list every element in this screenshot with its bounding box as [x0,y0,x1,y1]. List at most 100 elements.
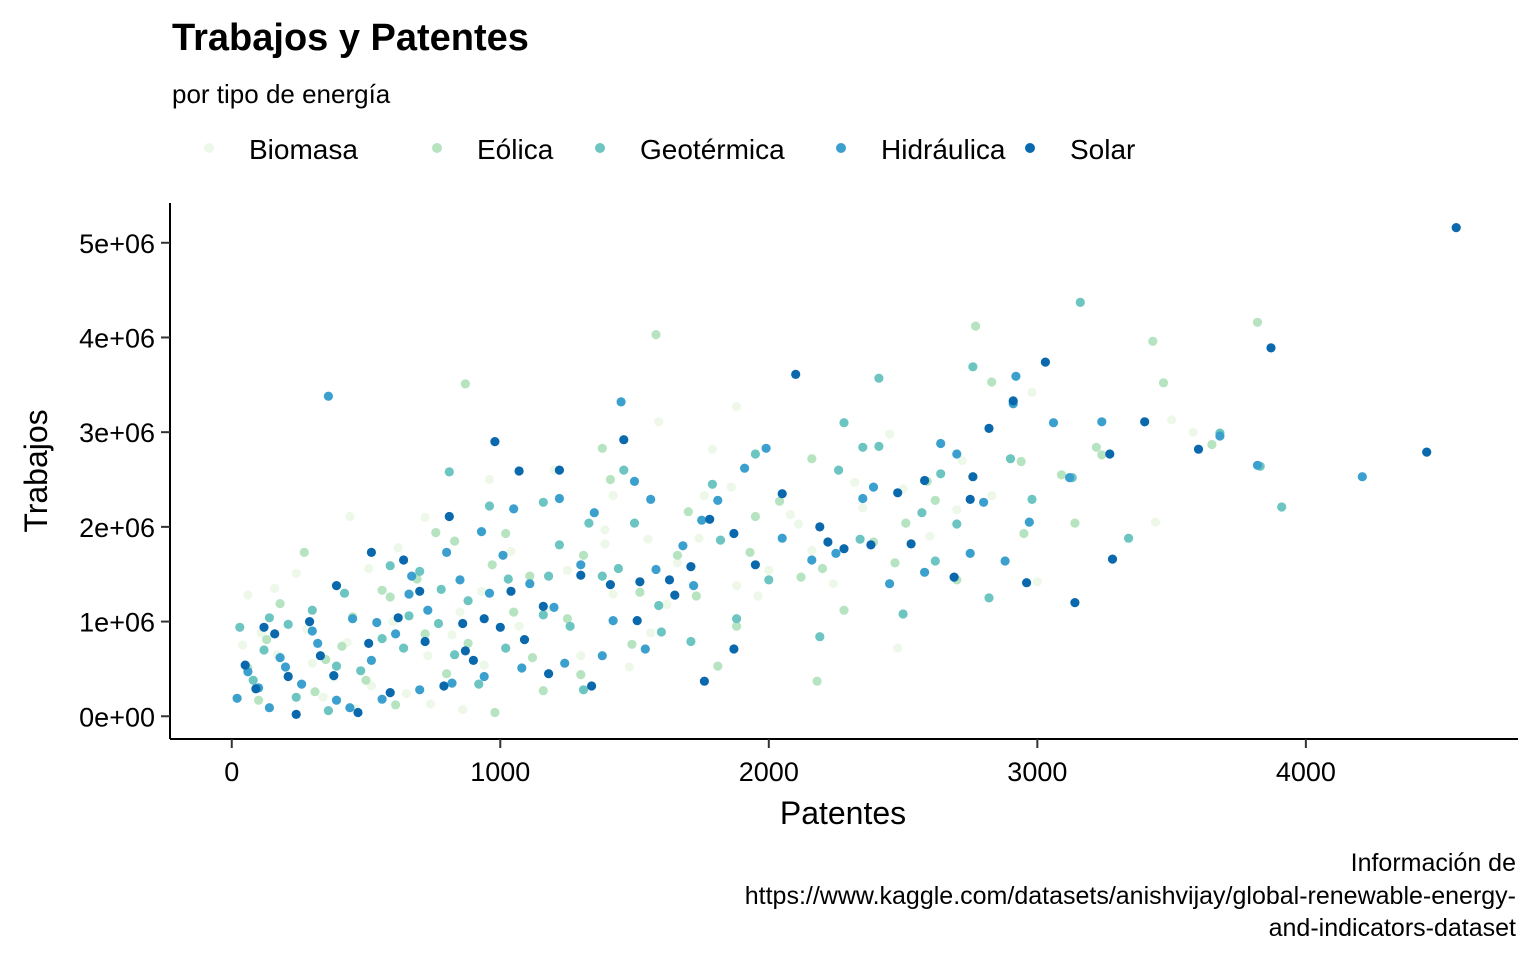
data-point-0-53 [646,628,656,638]
data-point-3-0 [323,391,333,401]
data-point-3-40 [689,581,699,591]
data-point-0-40 [662,599,672,610]
data-point-2-12 [898,609,908,619]
data-point-3-51 [678,541,688,551]
data-point-3-41 [713,495,723,505]
data-point-2-19 [444,467,454,477]
data-point-2-30 [356,666,366,676]
data-point-3-53 [597,651,607,661]
data-point-1-7 [460,379,470,389]
data-point-3-23 [313,638,323,649]
data-point-1-2 [1252,317,1263,327]
data-point-4-28 [364,638,374,649]
data-point-2-54 [578,685,589,695]
data-point-4-60 [259,622,269,632]
data-point-0-3 [654,417,664,427]
x-ticks: 0 1000 2000 3000 4000 [224,739,1336,787]
data-point-4-34 [538,601,548,612]
data-point-4-64 [635,577,645,587]
data-point-3-68 [979,497,989,507]
data-point-3-7 [1357,472,1367,482]
data-point-0-21 [345,511,355,522]
data-point-3-26 [232,693,242,703]
data-point-2-26 [235,622,245,632]
data-point-3-21 [372,617,382,628]
data-point-2-31 [399,643,409,653]
data-point-0-59 [455,607,465,617]
data-point-2-37 [613,563,624,574]
data-point-3-19 [442,547,452,558]
data-point-0-24 [291,568,301,578]
data-point-1-51 [431,528,441,538]
points-layer [232,223,1461,720]
data-point-4-23 [270,629,280,639]
data-point-3-16 [554,493,565,504]
data-point-2-62 [404,611,414,621]
data-point-3-13 [761,443,771,453]
data-point-1-13 [1070,518,1080,528]
data-point-1-16 [745,547,755,558]
data-point-3-62 [275,653,285,663]
data-point-0-32 [366,681,376,691]
data-point-1-36 [361,675,371,685]
data-point-4-48 [1107,554,1118,564]
data-point-4-3 [1040,357,1050,367]
data-point-2-47 [917,508,927,518]
data-point-1-44 [775,496,785,506]
data-point-1-26 [450,536,460,546]
data-point-2-51 [331,661,342,671]
data-point-4-20 [366,547,376,558]
legend-label-2: Geotérmica [640,134,785,165]
caption: Información de https://www.kaggle.com/dat… [745,849,1516,942]
data-point-0-50 [562,565,573,576]
data-point-1-0 [651,330,661,340]
data-point-2-15 [707,479,718,489]
data-point-4-51 [587,681,597,691]
data-point-0-41 [732,581,742,591]
data-point-3-38 [608,616,618,626]
data-point-2-21 [385,561,395,571]
data-point-4-45 [949,572,959,582]
data-point-2-13 [855,534,865,544]
data-point-4-47 [1070,598,1080,608]
data-point-2-50 [377,634,387,644]
data-point-1-11 [1016,456,1026,467]
data-point-0-46 [1032,577,1042,587]
data-point-3-34 [484,588,495,598]
data-point-2-24 [283,619,293,630]
data-point-1-50 [420,629,430,639]
data-point-0-0 [1167,415,1177,425]
data-point-0-48 [793,519,804,529]
data-point-0-54 [952,505,962,515]
data-point-3-65 [498,550,508,560]
data-point-1-19 [812,676,822,686]
data-point-1-5 [1207,439,1217,450]
data-point-0-65 [476,586,487,596]
y-tick-label: 2e+06 [79,513,155,543]
data-point-3-39 [651,564,661,575]
x-tick-label: 4000 [1276,757,1336,787]
data-point-0-45 [925,531,935,541]
data-point-3-4 [1097,417,1107,427]
data-point-4-0 [1451,223,1461,233]
legend-label-1: Eólica [477,134,554,165]
data-point-0-39 [624,662,634,672]
data-point-2-3 [1277,502,1287,512]
data-point-0-6 [885,429,895,439]
data-point-2-43 [503,574,513,584]
data-point-4-32 [479,614,489,624]
data-point-2-29 [323,706,333,716]
data-point-1-34 [254,695,264,705]
data-point-4-42 [839,544,849,554]
data-point-1-45 [901,518,911,528]
data-point-3-8 [1252,460,1263,470]
legend-label-0: Biomasa [249,134,358,165]
data-point-0-67 [699,491,710,501]
data-point-4-69 [664,575,675,585]
data-point-2-14 [764,575,774,585]
data-point-1-9 [807,454,817,464]
data-point-2-33 [463,596,473,606]
data-point-2-57 [952,519,962,529]
data-point-0-44 [893,643,903,653]
data-point-3-12 [858,493,868,504]
